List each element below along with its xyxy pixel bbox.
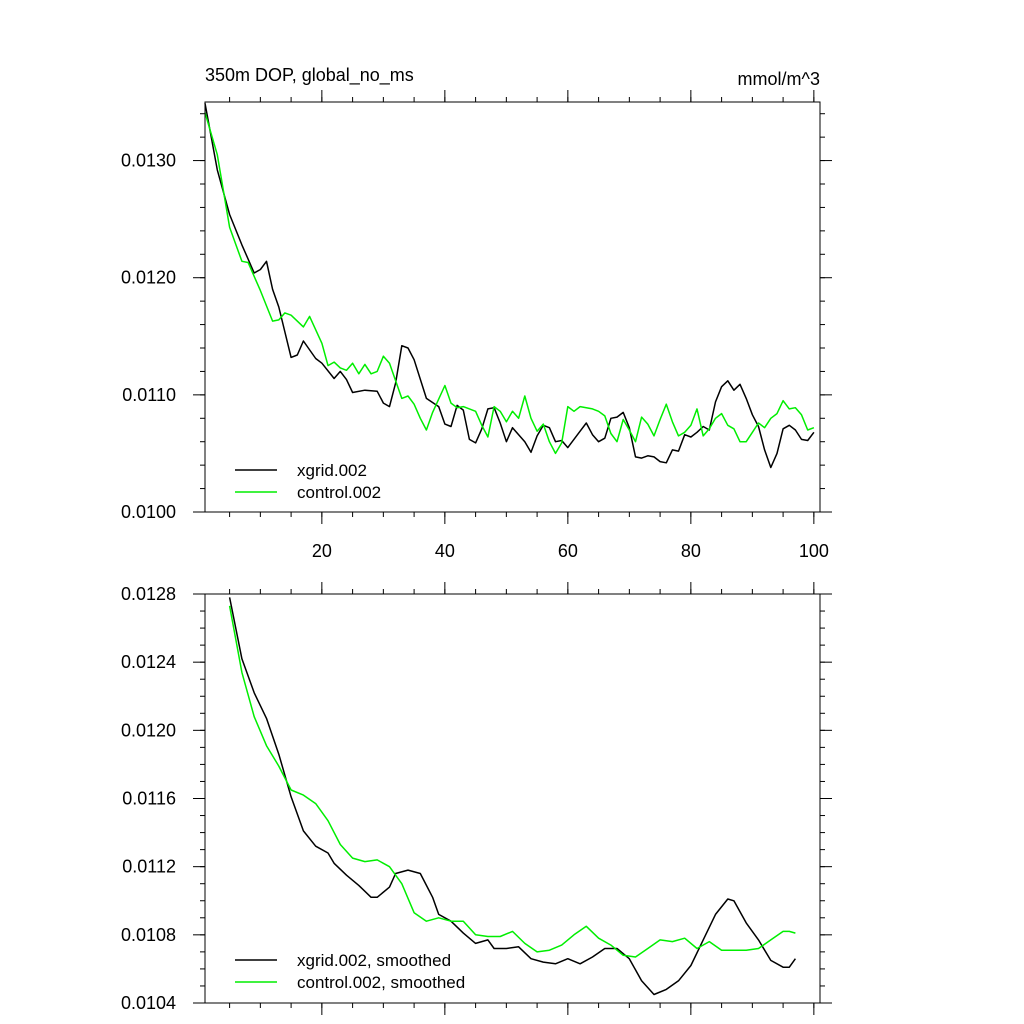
y-tick-label: 0.0112 bbox=[122, 857, 176, 877]
series-line-2 bbox=[204, 112, 815, 455]
plot-frame bbox=[204, 101, 821, 513]
plot-frame bbox=[204, 593, 821, 1004]
y-tick-label: 0.0124 bbox=[121, 652, 176, 672]
series-line-2 bbox=[228, 605, 796, 958]
y-tick-label: 0.0104 bbox=[121, 993, 176, 1013]
x-tick-label: 40 bbox=[435, 541, 455, 561]
y-tick-label: 0.0120 bbox=[121, 268, 176, 288]
x-tick-label: 20 bbox=[312, 541, 332, 561]
y-tick-label: 0.0128 bbox=[121, 584, 176, 604]
x-tick-label: 80 bbox=[681, 541, 701, 561]
top-chart-panel: 350m DOP, global_no_ms mmol/m^3 20 40 60 80… bbox=[121, 65, 832, 561]
chart-units: mmol/m^3 bbox=[738, 69, 820, 89]
y-tick-label: 0.0100 bbox=[121, 502, 176, 522]
legend-label: xgrid.002 bbox=[297, 461, 367, 480]
series-line-1 bbox=[228, 597, 797, 996]
y-tick-label: 0.0116 bbox=[122, 789, 176, 809]
y-tick-label: 0.0130 bbox=[121, 151, 176, 171]
legend-label: xgrid.002, smoothed bbox=[297, 951, 451, 970]
y-tick-label: 0.0108 bbox=[121, 925, 176, 945]
y-tick-label: 0.0110 bbox=[122, 385, 176, 405]
legend-label: control.002, smoothed bbox=[297, 973, 465, 992]
chart-title: 350m DOP, global_no_ms bbox=[205, 65, 414, 86]
x-tick-label: 100 bbox=[799, 541, 829, 561]
bottom-chart-panel: 0.0104 0.0108 0.0112 0.0116 0.0120 0.0124 0.01… bbox=[121, 582, 832, 1015]
x-tick-label: 60 bbox=[558, 541, 578, 561]
y-tick-label: 0.0120 bbox=[121, 720, 176, 740]
series-line-1 bbox=[204, 103, 815, 469]
legend-label: control.002 bbox=[297, 483, 381, 502]
